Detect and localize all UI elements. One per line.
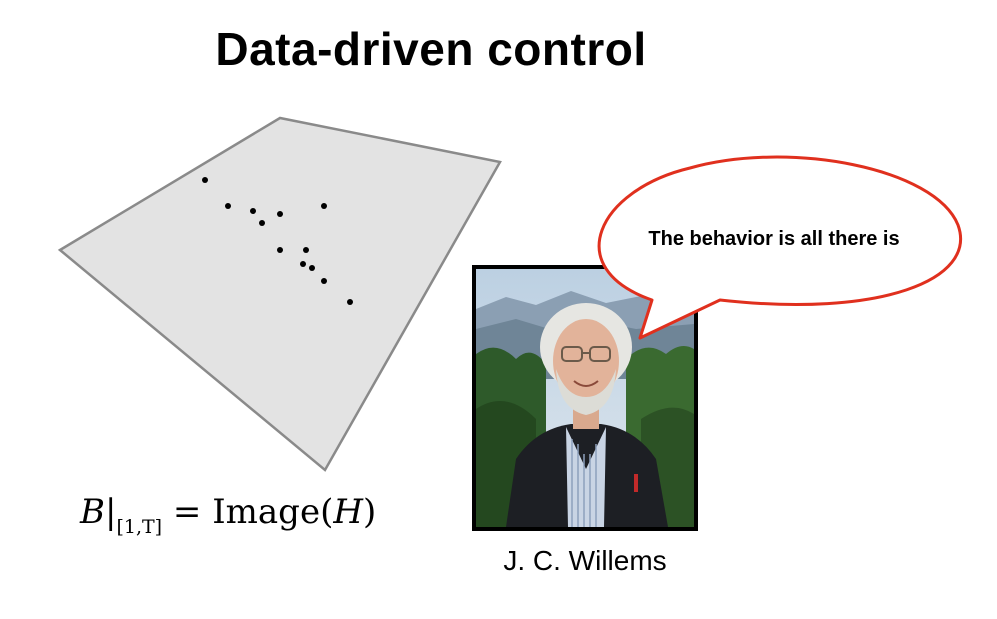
speech-bubble-text: The behavior is all there is xyxy=(648,228,900,250)
data-point xyxy=(259,220,265,226)
slide-title: Data-driven control xyxy=(215,23,647,75)
behavior-plane xyxy=(57,116,502,472)
data-point xyxy=(277,211,283,217)
data-point xyxy=(225,203,231,209)
data-point xyxy=(202,177,208,183)
data-point xyxy=(321,278,327,284)
data-point xyxy=(321,203,327,209)
photo-caption: J. C. Willems xyxy=(503,545,667,576)
formula-script-letter: B xyxy=(80,492,105,532)
data-point xyxy=(277,247,283,253)
data-point xyxy=(309,265,315,271)
data-points xyxy=(202,177,353,305)
formula-equals: = xyxy=(172,492,202,532)
formula-image-label: Image xyxy=(212,492,321,532)
formula-subscript: [1,T] xyxy=(116,516,163,538)
data-point xyxy=(300,261,306,267)
data-point xyxy=(347,299,353,305)
formula-arg: H xyxy=(333,492,363,532)
data-point xyxy=(303,247,309,253)
behavior-formula: B|[1,T] = Image(H) xyxy=(80,492,377,538)
speech-bubble-shape xyxy=(597,155,962,340)
data-point xyxy=(250,208,256,214)
